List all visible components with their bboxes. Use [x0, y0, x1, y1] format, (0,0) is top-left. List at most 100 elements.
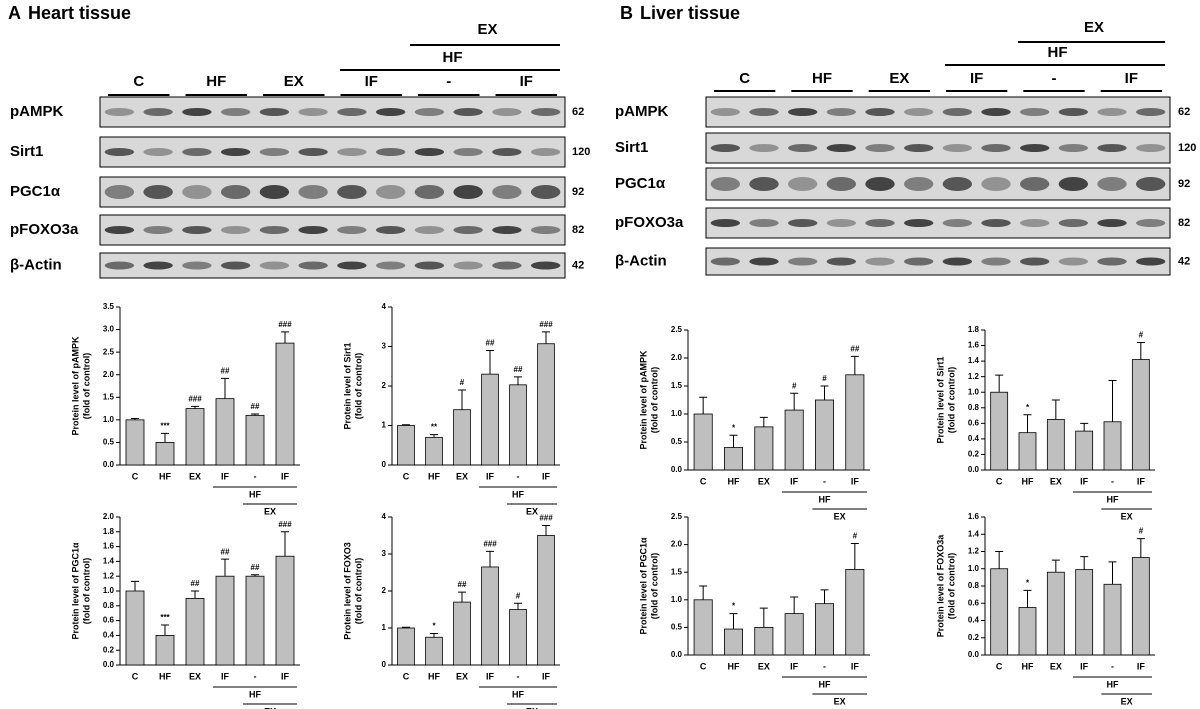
blot-band	[259, 185, 290, 199]
significance-label: *	[1026, 578, 1030, 587]
error-bar	[458, 591, 466, 603]
error-bar	[221, 558, 229, 577]
y-axis-title: (fold of control)	[649, 367, 659, 433]
blot-band	[1135, 219, 1166, 227]
blot-band	[826, 219, 857, 227]
group-label: EX	[834, 511, 846, 521]
blot-band	[182, 185, 212, 199]
blot-band	[182, 108, 212, 116]
x-tick-label: -	[823, 661, 826, 671]
y-tick-label: 2.0	[103, 370, 115, 379]
error-bar	[1136, 538, 1145, 558]
x-tick-label: IF	[281, 471, 290, 481]
y-tick-label: 3	[382, 342, 387, 351]
y-tick-label: 1.6	[968, 512, 980, 521]
y-tick-label: 0.5	[103, 438, 115, 447]
bar	[155, 635, 175, 666]
blot-band	[981, 257, 1011, 266]
significance-label: ###	[483, 540, 497, 549]
blot-band	[182, 148, 212, 156]
error-bar	[1136, 341, 1145, 360]
blot-band	[981, 177, 1011, 191]
y-tick-label: 0.4	[968, 434, 980, 443]
y-tick-label: 2	[382, 586, 387, 595]
significance-label: #	[853, 532, 858, 541]
blot-strip	[99, 96, 566, 128]
blot-band	[143, 148, 173, 156]
significance-label: ***	[160, 613, 170, 622]
error-bar	[1023, 414, 1032, 433]
lane-group-label: C	[133, 73, 144, 90]
bar	[397, 627, 415, 666]
blot-strip	[705, 132, 1171, 164]
protein-name: Sirt1	[615, 139, 648, 156]
blot-band	[710, 144, 741, 152]
blot-band	[787, 177, 818, 191]
x-tick-label: HF	[159, 671, 171, 681]
blot-band	[414, 148, 445, 156]
group-label: HF	[819, 494, 831, 504]
blot-band	[414, 185, 445, 199]
y-tick-label: 0.8	[103, 601, 115, 610]
blot-band	[710, 219, 741, 227]
error-bar	[850, 542, 859, 570]
y-tick-label: 0.6	[103, 616, 115, 625]
group-label: HF	[512, 689, 524, 699]
blot-band	[865, 177, 895, 191]
blot-band	[375, 185, 406, 199]
bar	[453, 601, 471, 666]
blot-band	[375, 261, 406, 270]
header-label: HF	[443, 49, 463, 66]
x-tick-label: HF	[428, 471, 440, 481]
blot-band	[903, 108, 934, 116]
bar	[784, 613, 804, 656]
blot-strip	[705, 207, 1171, 239]
blot-band	[749, 257, 779, 266]
error-bar	[281, 531, 289, 557]
lane-group-label: IF	[520, 73, 533, 90]
error-bar	[699, 585, 708, 600]
blot-band	[1097, 257, 1127, 266]
error-bar	[995, 551, 1004, 569]
protein-name: PGC1α	[10, 183, 61, 200]
blot-band	[375, 108, 406, 116]
bar	[155, 442, 175, 466]
error-bar	[850, 355, 859, 375]
group-label: EX	[1121, 511, 1133, 521]
x-tick-label: C	[132, 671, 139, 681]
blot-band	[220, 108, 251, 116]
significance-label: ##	[221, 547, 230, 556]
significance-label: ###	[278, 320, 292, 329]
bar	[245, 575, 265, 666]
blot-band	[298, 261, 328, 270]
x-tick-label: C	[700, 661, 707, 671]
protein-name: β-Actin	[615, 252, 667, 269]
header-label: EX	[477, 21, 497, 38]
x-tick-label: -	[254, 471, 257, 481]
blot-band	[942, 144, 973, 152]
bar	[481, 566, 499, 666]
blot-band	[337, 108, 367, 116]
y-tick-label: 1.4	[968, 356, 980, 365]
blot-band	[220, 148, 251, 156]
blot-band	[1019, 177, 1050, 191]
y-tick-label: 0.8	[968, 581, 980, 590]
blot-strip	[705, 247, 1171, 276]
molecular-weight: 82	[1178, 217, 1190, 229]
bar	[185, 408, 205, 466]
error-bar	[430, 434, 438, 438]
significance-label: ##	[850, 344, 859, 353]
blot-band	[826, 144, 857, 152]
blot-band	[414, 226, 445, 234]
y-tick-label: 1.2	[103, 571, 115, 580]
y-tick-label: 1.6	[103, 542, 115, 551]
error-bar	[191, 590, 199, 599]
significance-label: ***	[160, 422, 170, 431]
significance-label: ##	[458, 580, 467, 589]
x-tick-label: C	[403, 471, 410, 481]
y-tick-label: 1.0	[968, 564, 980, 573]
lane-group-label: EX	[889, 70, 909, 87]
y-tick-label: 1.0	[671, 595, 683, 604]
x-tick-label: EX	[1050, 476, 1062, 486]
bar	[481, 373, 499, 466]
